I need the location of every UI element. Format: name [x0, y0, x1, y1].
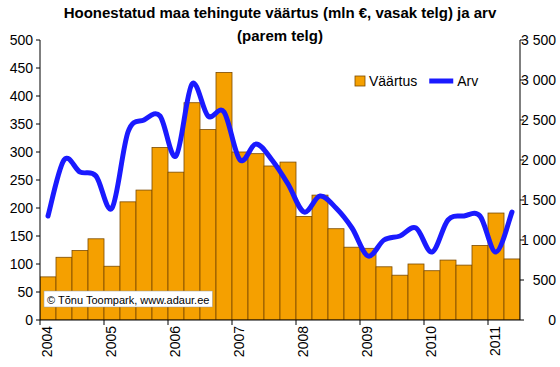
annotation-bg	[44, 291, 212, 307]
legend-swatch	[429, 79, 453, 84]
y2-tick-label: 3 000	[521, 72, 556, 88]
bar	[456, 265, 472, 320]
annotation: © Tõnu Toompark, www.adaur.ee	[47, 294, 209, 306]
y2-tick-label: 2 500	[521, 112, 556, 128]
x-tick	[40, 320, 41, 325]
x-tick	[360, 320, 361, 325]
y2-tick	[520, 280, 524, 281]
x-tick-label: 2006	[167, 326, 183, 357]
x-tick	[488, 320, 489, 325]
bar	[312, 195, 328, 320]
y-tick	[36, 180, 40, 181]
plot-marks	[40, 72, 520, 320]
x-tick-label: 2010	[423, 326, 439, 357]
y2-tick-label: 0	[548, 312, 556, 328]
y-tick	[36, 40, 40, 41]
title-line: (parem telg)	[237, 27, 323, 44]
chart: Hoonestatud maa tehingute väärtus (mln €…	[0, 0, 560, 367]
y-tick-label: 50	[17, 284, 33, 300]
y2-tick	[520, 320, 524, 321]
x-tick	[296, 320, 297, 325]
x-tick-label: 2007	[231, 326, 247, 357]
y-tick	[36, 236, 40, 237]
legend-swatch	[355, 76, 365, 86]
bar	[184, 103, 200, 320]
legend-label: Arv	[457, 73, 478, 89]
bar	[72, 251, 88, 320]
bar	[392, 275, 408, 320]
x-tick-label: 2005	[103, 326, 119, 357]
y2-tick-label: 3 500	[521, 32, 556, 48]
y-tick	[36, 124, 40, 125]
y-tick-label: 500	[10, 32, 34, 48]
x-tick-label: 2011	[487, 326, 503, 356]
y-tick	[36, 292, 40, 293]
y-tick	[36, 320, 40, 321]
bar	[424, 271, 440, 320]
y-tick-label: 200	[10, 200, 34, 216]
x-tick-label: 2008	[295, 326, 311, 357]
y2-tick-label: 1 000	[521, 232, 556, 248]
bar	[472, 246, 488, 320]
y-tick	[36, 68, 40, 69]
y-tick-label: 400	[10, 88, 34, 104]
y-tick-label: 150	[10, 228, 34, 244]
y2-tick-label: 1 500	[521, 192, 556, 208]
title: Hoonestatud maa tehingute väärtus (mln €…	[64, 4, 497, 44]
y-tick-label: 0	[25, 312, 33, 328]
bar	[504, 259, 520, 320]
y-tick	[36, 264, 40, 265]
bar	[360, 248, 376, 320]
x-axis	[40, 320, 520, 321]
bar	[88, 239, 104, 320]
bar	[328, 229, 344, 320]
y-tick	[36, 152, 40, 153]
bar	[344, 247, 360, 320]
x-tick	[232, 320, 233, 325]
x-tick	[168, 320, 169, 325]
title-line: Hoonestatud maa tehingute väärtus (mln €…	[64, 4, 497, 21]
bar	[296, 216, 312, 320]
bar	[408, 264, 424, 320]
x-tick-label: 2004	[39, 326, 55, 357]
bar	[440, 260, 456, 320]
y-tick-label: 350	[10, 116, 34, 132]
x-tick-label: 2009	[359, 326, 375, 357]
bar	[264, 166, 280, 320]
line	[48, 83, 512, 256]
x-tick	[424, 320, 425, 325]
bar	[248, 154, 264, 320]
y-tick-label: 250	[10, 172, 34, 188]
legend-label: Väärtus	[369, 73, 417, 89]
bar	[488, 213, 504, 320]
y-tick-label: 300	[10, 144, 34, 160]
bar	[56, 257, 72, 320]
y2-tick-label: 500	[533, 272, 557, 288]
bar	[376, 267, 392, 320]
x-tick	[104, 320, 105, 325]
bar	[232, 152, 248, 320]
y-tick-label: 450	[10, 60, 34, 76]
y-tick-label: 100	[10, 256, 34, 272]
y-tick	[36, 96, 40, 97]
y2-tick-label: 2 000	[521, 152, 556, 168]
y-tick	[36, 208, 40, 209]
